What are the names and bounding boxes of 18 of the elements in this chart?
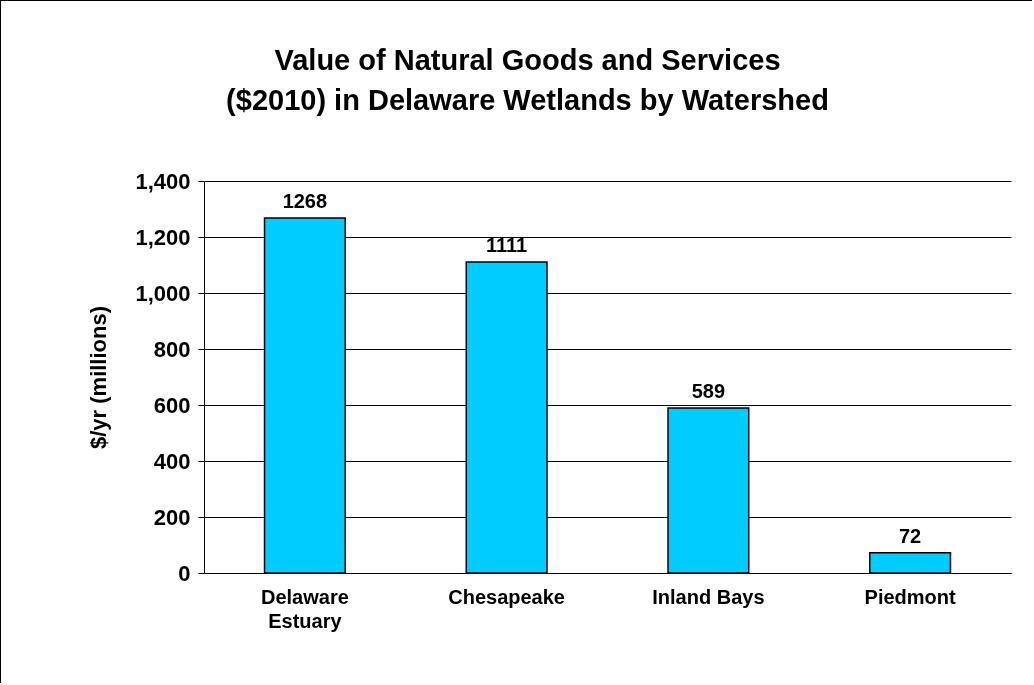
y-tick-label: 1,200 [135,224,191,250]
y-tick-label: 0 [178,560,191,586]
data-label: 1268 [282,189,328,212]
data-label: 589 [691,380,726,403]
x-tick-label: Inland Bays [652,585,765,608]
chart-title: Value of Natural Goods and Services ($2010) in Delaware Wetlands by Watershed [226,44,829,116]
y-tick-label: 600 [153,392,191,418]
x-tick-label: Chesapeake [448,585,565,608]
data-label: 72 [899,524,922,547]
y-tick-label: 200 [153,504,191,530]
x-tick-label: Piedmont [864,585,957,608]
y-tick-label: 1,400 [135,168,191,194]
y-tick-label: 800 [153,336,191,362]
y-axis-title: $/yr (millions) [86,305,112,450]
y-tick-label: 400 [153,448,191,474]
y-tick-label: 1,000 [135,280,191,306]
data-label: 1111 [486,233,528,256]
x-tick-label: Delaware Estuary [260,585,349,632]
